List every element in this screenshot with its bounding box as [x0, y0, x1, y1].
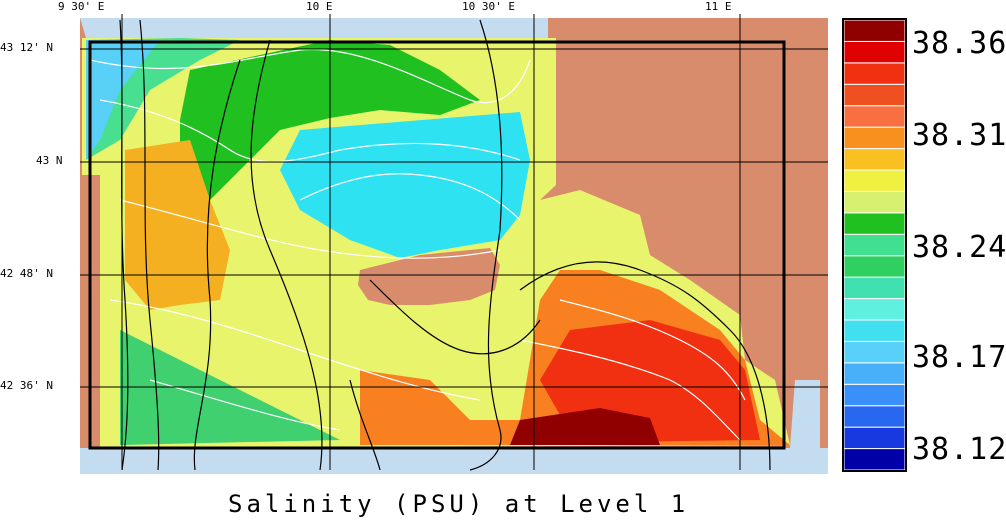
colorbar-tick-label: 38.36 [912, 26, 1006, 61]
latitude-label-4248: 42 48' N [0, 267, 53, 280]
colorbar-swatch [843, 105, 906, 128]
latitude-label-43: 43 N [36, 154, 63, 167]
colorbar-swatch [843, 190, 906, 214]
colorbar-swatch [843, 83, 906, 107]
colorbar-tick-label: 38.12 [912, 432, 1006, 467]
colorbar-frame [842, 18, 907, 472]
colorbar [843, 19, 906, 471]
latitude-label-4312: 43 12' N [0, 41, 53, 54]
colorbar-swatch [843, 298, 906, 321]
colorbar-swatch [843, 148, 906, 171]
map-caption: Salinity (PSU) at Level 1 [228, 490, 690, 518]
colorbar-swatch [843, 19, 906, 42]
colorbar-swatch [843, 426, 906, 450]
colorbar-swatch [843, 276, 906, 300]
longitude-label-11: 11 E [705, 0, 732, 13]
light-cyan-water-mass [86, 40, 160, 160]
colorbar-swatch [843, 362, 906, 385]
cyan-water-mass [280, 112, 530, 258]
orange-water-mass [125, 140, 230, 310]
colorbar-tick-label: 38.17 [912, 340, 1006, 375]
colorbar-swatch [843, 62, 906, 85]
colorbar-swatch [843, 340, 906, 364]
green-water-mass [180, 40, 480, 200]
latitude-label-4236: 42 36' N [0, 379, 53, 392]
colorbar-tick-label: 38.24 [912, 230, 1006, 265]
darkred-water-mass [510, 408, 660, 445]
colorbar-tick-label: 38.31 [912, 118, 1006, 153]
colorbar-swatch [843, 40, 906, 64]
colorbar-swatch [843, 255, 906, 278]
colorbar-swatch [843, 383, 906, 407]
colorbar-swatch [843, 233, 906, 257]
longitude-label-10: 10 E [306, 0, 333, 13]
colorbar-swatch [843, 405, 906, 428]
colorbar-swatch [843, 169, 906, 192]
island [358, 248, 500, 305]
graticule [80, 14, 828, 470]
longitude-label-1030: 10 30' E [462, 0, 515, 13]
colorbar-swatch [843, 126, 906, 150]
colorbar-swatch [843, 319, 906, 342]
colorbar-swatch [843, 212, 906, 235]
map-frame [88, 40, 786, 450]
longitude-label-930: 9 30' E [58, 0, 105, 13]
colorbar-swatch [843, 448, 906, 471]
